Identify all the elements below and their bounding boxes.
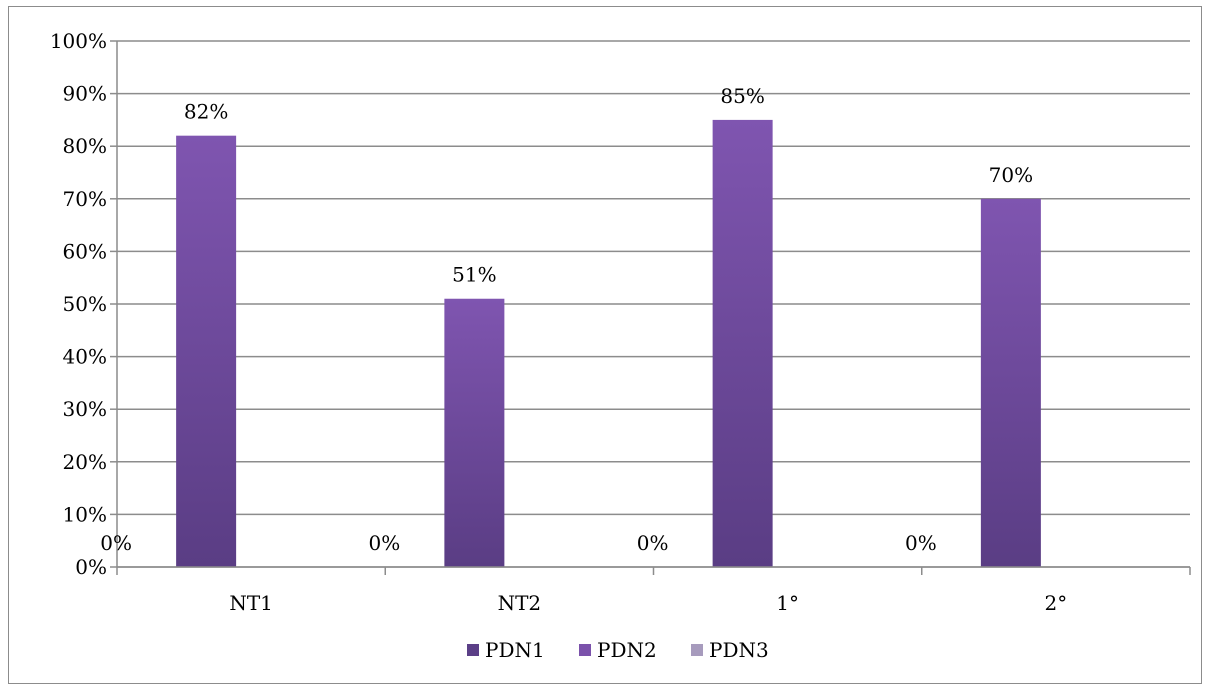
y-tick-label: 0% [75, 555, 107, 579]
legend-label-pdn1: PDN1 [485, 638, 545, 662]
data-label-pdn2-2: 85% [720, 84, 764, 108]
y-tick-label: 50% [63, 292, 107, 316]
y-tick-label: 40% [63, 345, 107, 369]
data-label-pdn1-3: 0% [905, 531, 937, 555]
data-label-pdn2-1: 51% [452, 263, 496, 287]
bars [176, 119, 1041, 568]
legend-label-pdn2: PDN2 [597, 638, 657, 662]
y-tick-label: 80% [63, 134, 107, 158]
bar-pdn2-0 [176, 135, 237, 567]
axes [116, 41, 1191, 575]
data-label-pdn1-2: 0% [637, 531, 669, 555]
legend-swatch-pdn2 [579, 644, 591, 656]
legend-swatch-pdn3 [691, 644, 703, 656]
legend-swatch-pdn1 [467, 644, 479, 656]
y-tick-label: 30% [63, 397, 107, 421]
bar-pdn2-3 [980, 198, 1041, 568]
x-tick-label: 2° [1045, 591, 1068, 615]
y-tick-label: 90% [63, 82, 107, 106]
y-tick-label: 70% [63, 187, 107, 211]
data-label-pdn1-0: 0% [100, 531, 132, 555]
bar-pdn2-1 [444, 298, 505, 567]
x-tick-label: NT2 [498, 591, 542, 615]
data-labels: 0% 82% 0% 51% 0% 85% 0% 70% [100, 84, 1033, 555]
bar-pdn2-2 [712, 119, 773, 568]
legend-label-pdn3: PDN3 [709, 638, 769, 662]
y-tick-label: 60% [63, 239, 107, 263]
x-axis-tick-labels: NT1 NT2 1° 2° [229, 591, 1067, 615]
data-label-pdn2-0: 82% [184, 100, 228, 124]
y-tick-label: 20% [63, 450, 107, 474]
legend: PDN1 PDN2 PDN3 [467, 638, 769, 662]
x-tick-label: 1° [776, 591, 799, 615]
y-axis-tick-labels: 0% 10% 20% 30% 40% 50% 60% 70% 80% 90% 100% [50, 29, 107, 579]
y-tick-label: 100% [50, 29, 107, 53]
data-label-pdn1-1: 0% [369, 531, 401, 555]
y-tick-label: 10% [63, 502, 107, 526]
x-tick-label: NT1 [229, 591, 273, 615]
data-label-pdn2-3: 70% [989, 163, 1033, 187]
